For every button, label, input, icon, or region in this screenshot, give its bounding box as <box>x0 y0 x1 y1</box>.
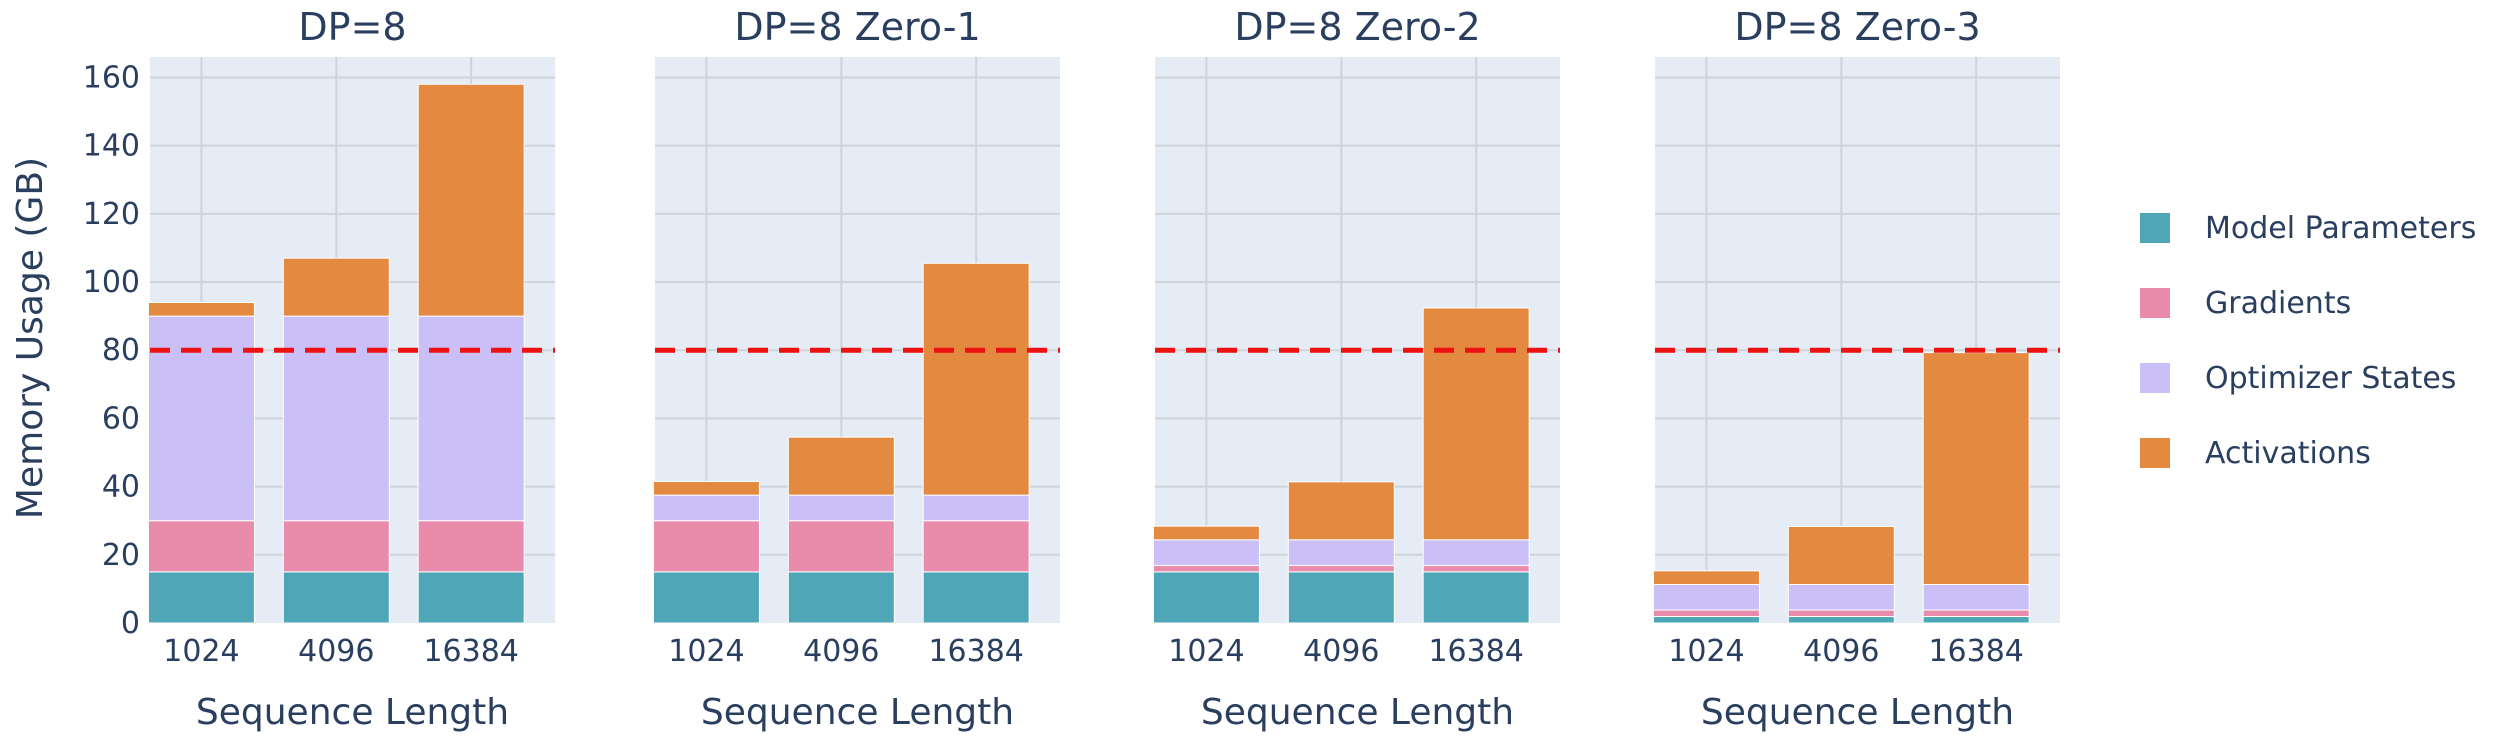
panel-title: DP=8 Zero-2 <box>1234 5 1480 49</box>
x-tick-label: 4096 <box>1303 634 1379 669</box>
legend-item[interactable]: Model Parameters <box>2140 211 2476 246</box>
bar-model-parameters: Model Parameters 1024: 15 <box>652 571 760 624</box>
y-tick-label: 0 <box>121 606 140 641</box>
x-tick-label: 4096 <box>803 634 879 669</box>
bar-gradients: Gradients 4096: 15 <box>787 520 895 573</box>
x-axis-label: Sequence Length <box>1701 692 2014 733</box>
x-tick-label: 16384 <box>1928 634 2023 669</box>
legend-label: Gradients <box>2205 286 2351 321</box>
panel-4: Model Parameters 1024: 1.9Gradients 1024… <box>1652 5 2060 733</box>
bar-gradients: Gradients 4096: 1.9 <box>1287 564 1395 573</box>
bar-optimizer-states: Optimizer States 16384: 7.5 <box>922 494 1030 522</box>
bar-model-parameters: Model Parameters 4096: 15 <box>787 571 895 624</box>
bar-activations: Activations 1024: 4 <box>147 301 255 317</box>
bar-optimizer-states: Optimizer States 1024: 7.5 <box>652 494 760 522</box>
bar-activations: Activations 1024: 4 <box>652 481 760 496</box>
bar-model-parameters: Model Parameters 16384: 15 <box>1422 571 1530 624</box>
bar-model-parameters: Model Parameters 16384: 15 <box>922 571 1030 624</box>
x-axis-label: Sequence Length <box>1201 692 1514 733</box>
bar-activations: Activations 4096: 17 <box>282 257 390 317</box>
x-tick-label: 1024 <box>1168 634 1244 669</box>
bar-model-parameters: Model Parameters 1024: 15 <box>1152 571 1260 624</box>
bar-activations: Activations 4096: 17 <box>1787 526 1895 585</box>
panel-2: Model Parameters 1024: 15Gradients 1024:… <box>652 5 1060 733</box>
bar-model-parameters: Model Parameters 4096: 15 <box>282 571 390 624</box>
y-tick-label: 80 <box>102 333 140 368</box>
bar-optimizer-states: Optimizer States 4096: 7.5 <box>1787 583 1895 611</box>
bar-model-parameters: Model Parameters 4096: 15 <box>1287 571 1395 624</box>
panel-title: DP=8 Zero-1 <box>734 5 980 49</box>
legend-swatch <box>2140 438 2170 468</box>
bar-gradients: Gradients 4096: 15 <box>282 520 390 573</box>
panel-title: DP=8 Zero-3 <box>1734 5 1980 49</box>
bar-gradients: Gradients 1024: 15 <box>147 520 255 573</box>
bar-gradients: Gradients 16384: 1.9 <box>1422 564 1530 573</box>
bar-gradients: Gradients 1024: 15 <box>652 520 760 573</box>
x-axis-label: Sequence Length <box>196 692 509 733</box>
y-tick-label: 160 <box>83 60 140 95</box>
bar-model-parameters: Model Parameters 16384: 1.9 <box>1922 616 2030 624</box>
bar-gradients: Gradients 16384: 1.9 <box>1922 609 2030 618</box>
chart-panels: Model Parameters 1024: 15Gradients 1024:… <box>83 5 2060 733</box>
x-tick-label: 4096 <box>1803 634 1879 669</box>
y-axis-label: Memory Usage (GB) <box>10 157 51 519</box>
x-tick-label: 1024 <box>1668 634 1744 669</box>
bar-gradients: Gradients 1024: 1.9 <box>1652 609 1760 618</box>
legend-label: Optimizer States <box>2205 361 2456 396</box>
y-tick-label: 40 <box>102 470 140 505</box>
x-tick-label: 4096 <box>298 634 374 669</box>
bar-gradients: Gradients 16384: 15 <box>922 520 1030 573</box>
panel-1: Model Parameters 1024: 15Gradients 1024:… <box>83 5 555 733</box>
bar-model-parameters: Model Parameters 1024: 1.9 <box>1652 616 1760 624</box>
x-axis-label: Sequence Length <box>701 692 1014 733</box>
y-tick-label: 60 <box>102 401 140 436</box>
y-tick-label: 120 <box>83 197 140 232</box>
legend-label: Activations <box>2205 436 2371 471</box>
bar-gradients: Gradients 4096: 1.9 <box>1787 609 1895 618</box>
x-tick-label: 16384 <box>1428 634 1523 669</box>
bar-activations: Activations 1024: 4 <box>1652 570 1760 585</box>
bar-activations: Activations 4096: 17 <box>1287 481 1395 541</box>
legend-swatch <box>2140 363 2170 393</box>
bar-gradients: Gradients 16384: 15 <box>417 520 525 573</box>
bar-activations: Activations 16384: 68 <box>922 262 1030 496</box>
bar-activations: Activations 16384: 68 <box>1422 307 1530 541</box>
x-tick-label: 16384 <box>423 634 518 669</box>
bar-optimizer-states: Optimizer States 16384: 7.5 <box>1422 539 1530 566</box>
bar-gradients: Gradients 1024: 1.9 <box>1152 564 1260 573</box>
legend-item[interactable]: Optimizer States <box>2140 361 2456 396</box>
legend-item[interactable]: Activations <box>2140 436 2371 471</box>
x-tick-label: 1024 <box>163 634 239 669</box>
bar-optimizer-states: Optimizer States 1024: 60 <box>147 315 255 522</box>
y-tick-label: 100 <box>83 265 140 300</box>
bar-optimizer-states: Optimizer States 4096: 7.5 <box>787 494 895 522</box>
bar-activations: Activations 4096: 17 <box>787 436 895 496</box>
bar-optimizer-states: Optimizer States 4096: 7.5 <box>1287 539 1395 566</box>
bar-optimizer-states: Optimizer States 16384: 7.5 <box>1922 583 2030 611</box>
y-tick-label: 140 <box>83 129 140 164</box>
bar-activations: Activations 1024: 4 <box>1152 525 1260 541</box>
legend-item[interactable]: Gradients <box>2140 286 2351 321</box>
panel-3: Model Parameters 1024: 15Gradients 1024:… <box>1152 5 1560 733</box>
x-tick-label: 16384 <box>928 634 1023 669</box>
panel-title: DP=8 <box>298 5 406 49</box>
y-tick-label: 20 <box>102 538 140 573</box>
bar-optimizer-states: Optimizer States 4096: 60 <box>282 315 390 522</box>
bar-model-parameters: Model Parameters 4096: 1.9 <box>1787 616 1895 624</box>
bar-model-parameters: Model Parameters 16384: 15 <box>417 571 525 624</box>
x-tick-label: 1024 <box>668 634 744 669</box>
legend-swatch <box>2140 288 2170 318</box>
bar-model-parameters: Model Parameters 1024: 15 <box>147 571 255 624</box>
bar-optimizer-states: Optimizer States 16384: 60 <box>417 315 525 522</box>
bar-activations: Activations 16384: 68 <box>1922 352 2030 585</box>
bar-optimizer-states: Optimizer States 1024: 7.5 <box>1652 583 1760 611</box>
legend-swatch <box>2140 213 2170 243</box>
bar-activations: Activations 16384: 68 <box>417 83 525 317</box>
legend-label: Model Parameters <box>2205 211 2476 246</box>
legend: Model Parameters Gradients Optimizer State… <box>2140 211 2476 471</box>
bar-optimizer-states: Optimizer States 1024: 7.5 <box>1152 539 1260 566</box>
